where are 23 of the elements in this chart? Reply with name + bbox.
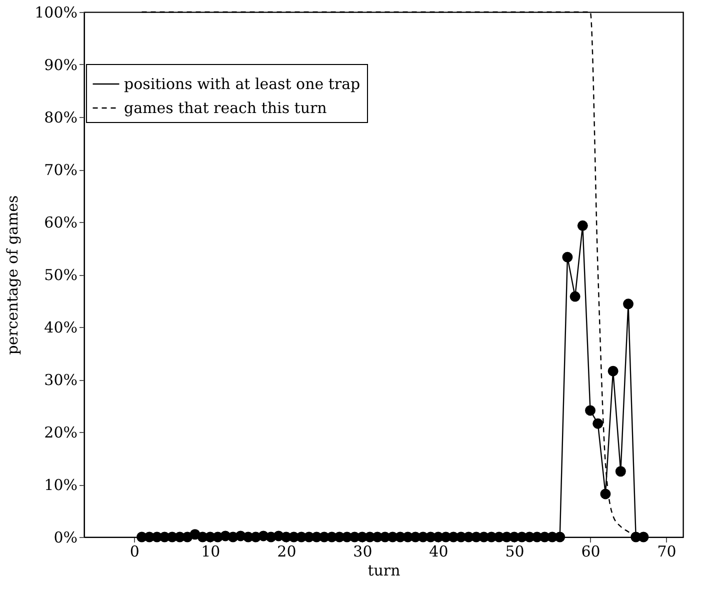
y-tick-label: 50% — [44, 266, 78, 284]
y-tick-label: 10% — [44, 476, 78, 494]
y-tick-label: 60% — [44, 214, 78, 232]
y-tick-label: 0% — [54, 528, 78, 546]
x-tick-label: 20 — [277, 542, 296, 560]
y-tick-label: 20% — [44, 424, 78, 442]
x-tick-label: 60 — [581, 542, 600, 560]
x-tick-label: 10 — [201, 542, 220, 560]
x-tick-label: 0 — [130, 542, 140, 560]
y-axis-title: percentage of games — [4, 195, 22, 355]
y-tick-label: 30% — [44, 371, 78, 389]
legend-label: games that reach this turn — [124, 99, 328, 117]
y-tick-label: 90% — [44, 56, 78, 74]
x-tick-label: 40 — [429, 542, 448, 560]
x-tick-label: 70 — [657, 542, 676, 560]
y-tick-label: 100% — [34, 4, 78, 22]
y-tick-label: 40% — [44, 318, 78, 336]
x-axis-title: turn — [368, 562, 401, 580]
x-tick-label: 50 — [505, 542, 524, 560]
y-tick-label: 80% — [44, 108, 78, 126]
legend-label: positions with at least one trap — [124, 75, 360, 93]
x-tick-label: 30 — [353, 542, 372, 560]
y-tick-label: 70% — [44, 161, 78, 179]
